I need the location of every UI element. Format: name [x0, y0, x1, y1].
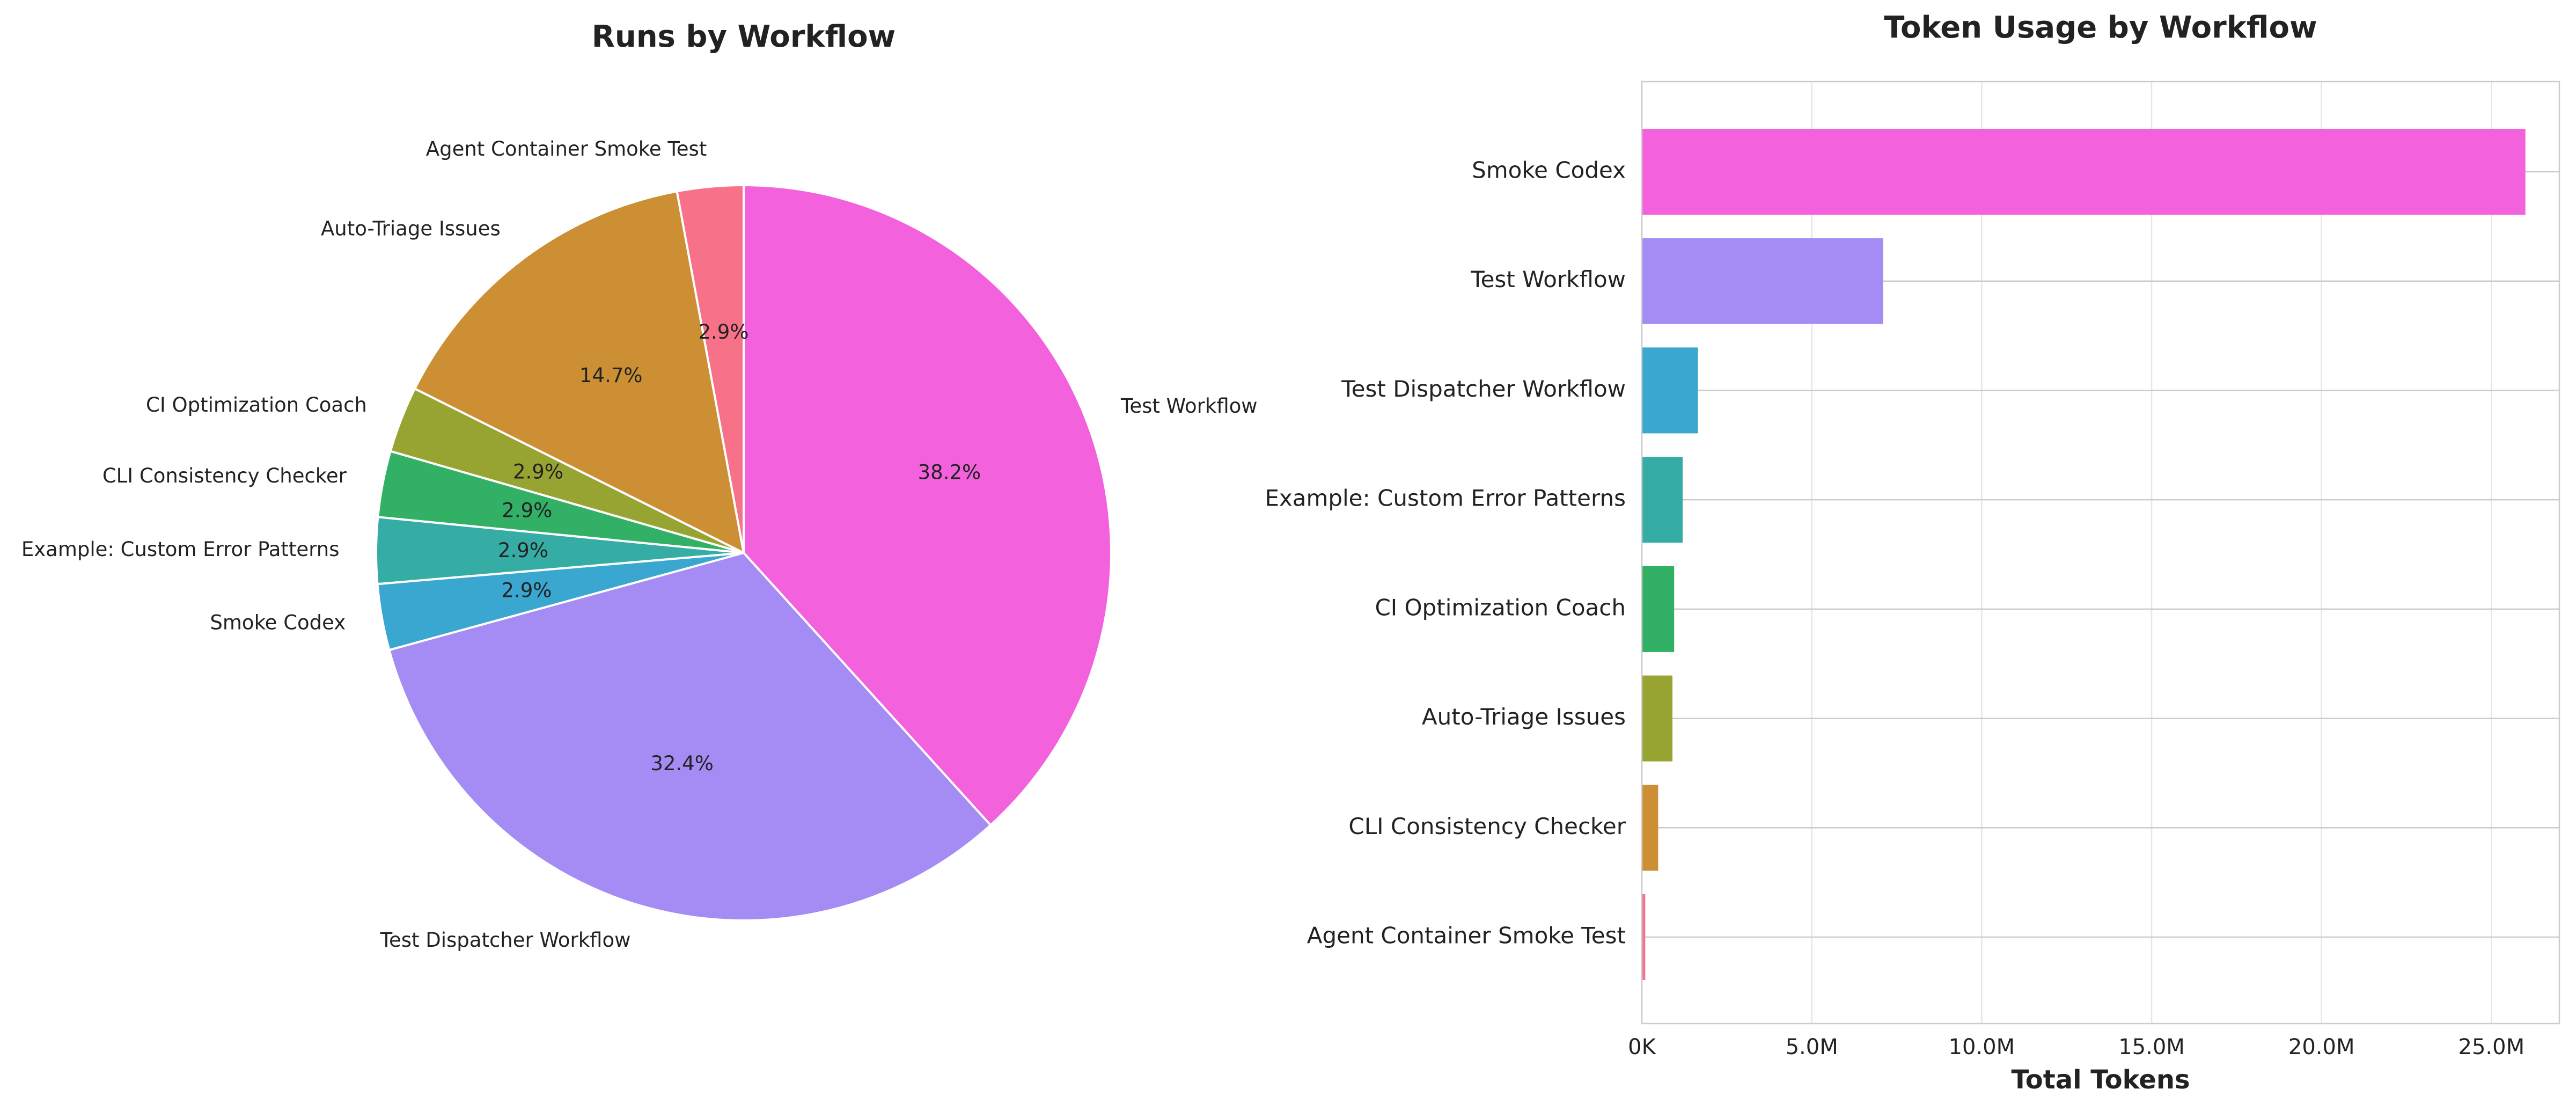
bar-label-example-custom-error-patterns: Example: Custom Error Patterns — [1265, 485, 1626, 511]
bar-chart-title: Token Usage by Workflow — [1884, 10, 2317, 45]
pie-slices — [375, 184, 1112, 922]
pie-label-test-dispatcher-workflow: Test Dispatcher Workflow — [380, 929, 631, 952]
pie-label-auto-triage-issues: Auto-Triage Issues — [321, 217, 501, 240]
pie-chart: Runs by Workflow Test Workflow38.2%Test … — [21, 19, 1258, 952]
bar-x-tick-label: 5.0M — [1786, 1035, 1838, 1059]
bar-test-workflow — [1642, 238, 1883, 324]
pie-pct-test-dispatcher-workflow: 32.4% — [650, 752, 714, 775]
bar-chart: Token Usage by Workflow Smoke Codex Test … — [1265, 10, 2560, 1095]
bar-label-smoke-codex: Smoke Codex — [1472, 157, 1626, 184]
pie-label-test-workflow: Test Workflow — [1120, 394, 1258, 418]
bar-label-test-dispatcher-workflow: Test Dispatcher Workflow — [1341, 376, 1626, 402]
bar-ci-optimization-coach — [1642, 566, 1675, 652]
bar-label-test-workflow: Test Workflow — [1470, 266, 1626, 293]
pie-slice-test-dispatcher-workflow — [387, 551, 992, 922]
pie-labels: Test Workflow 38.2% Test Dispatcher Workfl… — [21, 137, 1258, 952]
pie-slice-agent-container-smoke-test — [676, 184, 745, 553]
pie-pct-auto-triage-issues: 14.7% — [579, 364, 643, 387]
bar-x-tick-label: 10.0M — [1949, 1035, 2015, 1059]
bar-x-tick-label: 25.0M — [2458, 1035, 2525, 1059]
bar-label-auto-triage-issues: Auto-Triage Issues — [1422, 704, 1626, 730]
pie-label-ci-optimization-coach: CI Optimization Coach — [146, 393, 367, 416]
pie-label-smoke-codex: Smoke Codex — [210, 611, 346, 634]
pie-label-example-custom-error-patterns: Example: Custom Error Patterns — [21, 538, 340, 561]
bar-category-labels: Smoke Codex Test Workflow Test Dispatcher … — [1265, 157, 1626, 949]
pie-slice-test-workflow — [743, 184, 1112, 827]
bar-rects — [1642, 129, 2526, 980]
bar-x-tick-label: 15.0M — [2118, 1035, 2185, 1059]
bar-example-custom-error-patterns — [1642, 457, 1683, 543]
bar-label-cli-consistency-checker: CLI Consistency Checker — [1348, 813, 1626, 839]
bar-agent-container-smoke-test — [1642, 894, 1646, 980]
bar-smoke-codex — [1642, 129, 2526, 215]
pie-label-agent-container-smoke-test: Agent Container Smoke Test — [426, 137, 707, 160]
pie-slice-auto-triage-issues — [413, 190, 745, 555]
pie-pct-example-custom-error-patterns: 2.9% — [498, 539, 548, 562]
bar-plot-frame — [1641, 81, 2560, 1025]
pie-label-cli-consistency-checker: CLI Consistency Checker — [102, 464, 347, 487]
bar-cli-consistency-checker — [1642, 785, 1658, 871]
bar-label-ci-optimization-coach: CI Optimization Coach — [1375, 594, 1626, 620]
pie-chart-title: Runs by Workflow — [592, 19, 896, 54]
bar-x-tick-labels: 0K 5.0M 10.0M 15.0M 20.0M 25.0M — [1628, 1035, 2524, 1059]
pie-pct-test-workflow: 38.2% — [918, 461, 981, 484]
pie-pct-agent-container-smoke-test: 2.9% — [699, 320, 749, 343]
bar-auto-triage-issues — [1642, 675, 1672, 762]
bar-x-tick-label: 20.0M — [2288, 1035, 2355, 1059]
bar-x-axis-label: Total Tokens — [2011, 1065, 2190, 1095]
pie-pct-ci-optimization-coach: 2.9% — [513, 460, 563, 483]
bar-grid — [1641, 82, 2559, 1024]
pie-pct-smoke-codex: 2.9% — [501, 579, 552, 602]
bar-x-tick-label: 0K — [1628, 1035, 1656, 1059]
bar-label-agent-container-smoke-test: Agent Container Smoke Test — [1307, 923, 1626, 949]
bar-test-dispatcher-workflow — [1642, 347, 1698, 434]
pie-pct-cli-consistency-checker: 2.9% — [502, 499, 552, 522]
